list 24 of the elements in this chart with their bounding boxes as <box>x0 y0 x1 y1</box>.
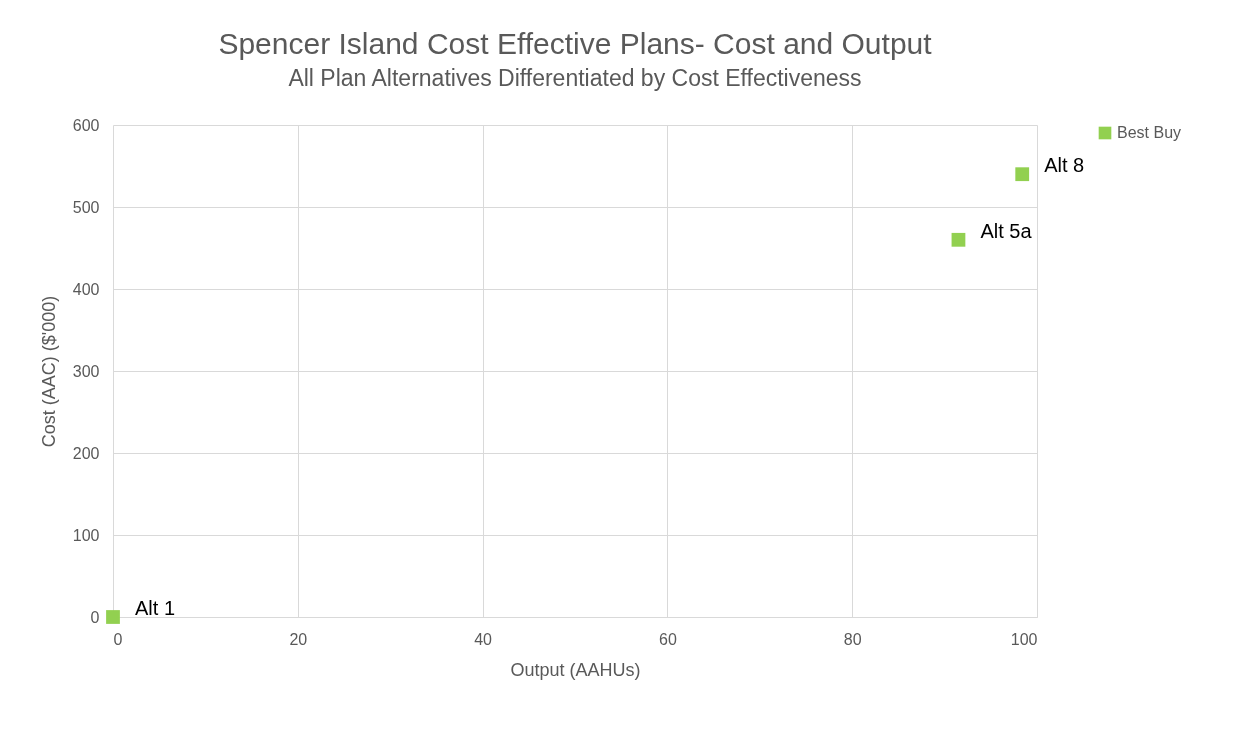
point <box>951 232 966 247</box>
x-tick-label: 20 <box>289 630 308 648</box>
y-axis-title: Cost (AAC) ($'000) <box>38 295 59 448</box>
annotation: Alt 5a <box>980 219 1033 242</box>
y-tick-label: 500 <box>72 198 100 216</box>
y-tick-label: 600 <box>72 116 100 134</box>
annotation: Alt 1 <box>135 597 176 619</box>
y-tick-label: 200 <box>72 444 100 462</box>
x-tick-label: 80 <box>843 630 862 648</box>
y-tick-label: 400 <box>72 280 100 298</box>
legend-label: Best Buy <box>1117 124 1182 141</box>
point <box>1015 167 1030 182</box>
x-tick-label: 0 <box>113 630 123 648</box>
chart-title: Spencer Island Cost Effective Plans- Cost and Output <box>218 27 933 60</box>
point <box>106 610 120 624</box>
chart-subtitle: All Plan Alternatives Differentiated by Cost Effectiveness <box>288 65 862 91</box>
x-axis-title: Output (AAHUs) <box>510 659 641 680</box>
y-tick-label: 100 <box>72 526 100 544</box>
annotation: Alt 8 <box>1044 154 1085 177</box>
x-tick-label: 100 <box>1010 630 1038 648</box>
y-tick-label: 300 <box>72 362 100 380</box>
x-tick-label: 40 <box>474 630 493 648</box>
y-tick-label: 0 <box>90 608 100 626</box>
x-tick-label: 60 <box>659 630 677 648</box>
